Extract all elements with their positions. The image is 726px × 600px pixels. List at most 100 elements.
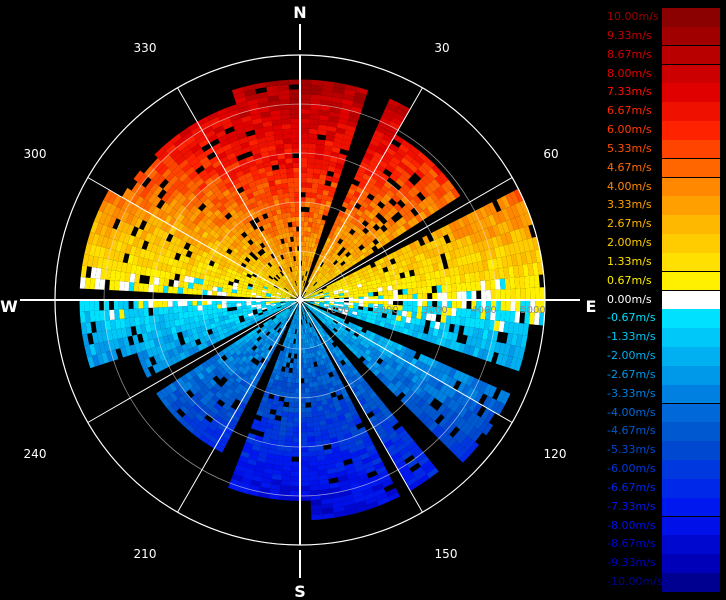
velocity-gate	[304, 382, 310, 389]
velocity-gate	[318, 305, 324, 308]
velocity-gate	[374, 193, 384, 201]
velocity-gate	[515, 215, 524, 229]
velocity-gate	[279, 323, 284, 329]
velocity-gate	[289, 89, 300, 95]
velocity-gate	[188, 316, 195, 324]
velocity-gate	[271, 383, 278, 390]
velocity-gate	[246, 332, 253, 338]
velocity-gate	[294, 402, 300, 408]
velocity-gate	[417, 474, 430, 485]
velocity-gate	[314, 264, 318, 270]
velocity-gate	[300, 143, 309, 149]
velocity-gate	[488, 320, 495, 331]
velocity-gate	[212, 367, 220, 376]
velocity-gate	[376, 164, 386, 173]
velocity-gate	[336, 284, 342, 288]
velocity-gate	[211, 394, 220, 403]
velocity-gate	[161, 359, 169, 369]
velocity-gate	[342, 407, 350, 415]
velocity-gate	[483, 216, 493, 228]
velocity-gate	[345, 367, 352, 374]
velocity-gate	[255, 317, 261, 323]
velocity-gate	[234, 369, 242, 377]
velocity-gate	[343, 242, 350, 249]
velocity-gate	[307, 290, 312, 295]
velocity-gate	[186, 263, 193, 271]
velocity-gate	[530, 300, 536, 313]
velocity-gate	[327, 402, 335, 409]
velocity-gate	[289, 197, 295, 203]
legend-entry: 3.33m/s	[604, 196, 720, 215]
velocity-gate	[361, 282, 368, 287]
velocity-gate	[354, 464, 365, 473]
velocity-gate	[244, 358, 251, 365]
velocity-gate	[506, 333, 513, 345]
velocity-gate	[158, 277, 165, 286]
velocity-gate	[226, 288, 233, 293]
velocity-gate	[241, 323, 248, 329]
velocity-gate	[240, 321, 247, 326]
velocity-gate	[330, 411, 338, 419]
velocity-gate	[331, 353, 338, 360]
velocity-gate	[292, 303, 297, 307]
velocity-gate	[458, 247, 466, 257]
velocity-gate	[309, 480, 320, 486]
velocity-gate	[95, 267, 102, 279]
velocity-gate	[467, 326, 475, 337]
velocity-gate	[315, 148, 324, 155]
velocity-gate	[134, 247, 142, 257]
velocity-gate	[417, 178, 428, 189]
velocity-gate	[329, 324, 335, 330]
velocity-gate	[448, 377, 458, 389]
velocity-gate	[277, 158, 286, 165]
velocity-gate	[212, 313, 219, 319]
velocity-gate	[392, 284, 398, 291]
velocity-gate	[123, 309, 130, 319]
velocity-gate	[309, 207, 315, 213]
velocity-gate	[353, 460, 364, 468]
velocity-gate	[385, 443, 397, 453]
velocity-gate	[275, 369, 281, 376]
velocity-gate	[533, 312, 540, 326]
velocity-gate	[222, 415, 232, 424]
velocity-gate	[148, 276, 155, 285]
velocity-gate	[483, 270, 491, 281]
velocity-gate	[205, 269, 212, 276]
velocity-gate	[488, 214, 497, 227]
velocity-gate	[169, 319, 176, 328]
velocity-gate	[312, 281, 317, 286]
velocity-gate	[323, 330, 328, 336]
velocity-gate	[462, 409, 473, 421]
velocity-gate	[169, 392, 179, 402]
legend-label: -6.67m/s	[607, 480, 656, 494]
velocity-gate	[307, 333, 311, 339]
velocity-gate	[368, 219, 377, 228]
velocity-gate	[359, 331, 366, 337]
velocity-gate	[335, 214, 343, 222]
velocity-gate	[508, 322, 515, 334]
velocity-gate	[263, 359, 269, 366]
velocity-gate	[312, 331, 316, 337]
velocity-gate	[373, 303, 379, 309]
velocity-gate	[529, 275, 535, 288]
velocity-gate	[319, 419, 327, 426]
velocity-gate	[438, 172, 449, 183]
velocity-gate	[325, 273, 331, 279]
velocity-gate	[118, 281, 125, 291]
velocity-gate	[208, 280, 214, 287]
velocity-gate	[366, 314, 372, 319]
velocity-gate	[356, 268, 363, 275]
velocity-gate	[337, 475, 349, 483]
velocity-gate	[339, 326, 346, 332]
velocity-gate	[300, 412, 307, 418]
velocity-gate	[222, 328, 229, 334]
velocity-gate	[295, 314, 298, 320]
velocity-gate	[325, 418, 333, 425]
velocity-gate	[243, 314, 249, 319]
velocity-gate	[324, 247, 330, 254]
velocity-gate	[320, 394, 327, 401]
velocity-gate	[383, 370, 392, 379]
velocity-gate	[202, 284, 208, 291]
velocity-gate	[304, 286, 307, 292]
velocity-gate	[257, 361, 264, 368]
